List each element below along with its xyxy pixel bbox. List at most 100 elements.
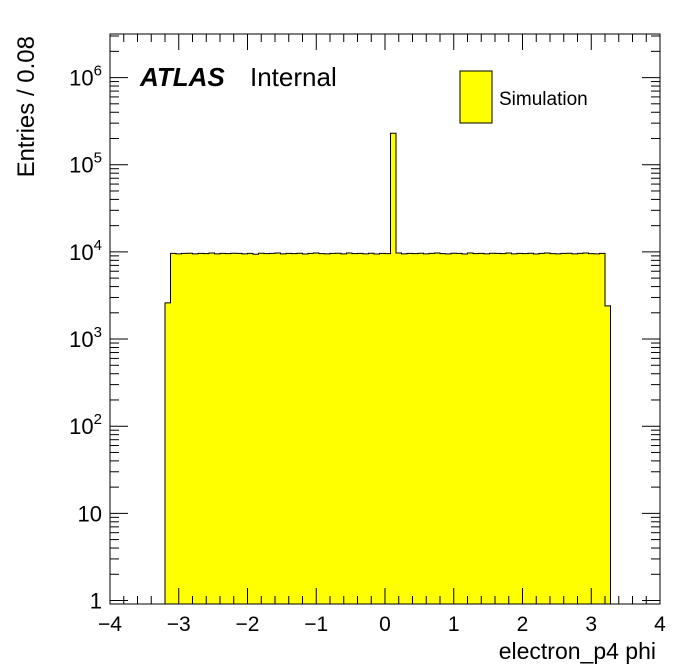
- atlas-label: ATLAS: [139, 62, 225, 92]
- histogram-bar: [313, 253, 320, 604]
- histogram-bar: [269, 253, 276, 605]
- histogram-bar: [247, 253, 254, 605]
- histogram-bar: [489, 253, 496, 604]
- histogram-bar: [478, 253, 485, 605]
- histogram-bar: [506, 253, 513, 604]
- histogram-layer: [164, 132, 612, 605]
- histogram-bar: [495, 253, 502, 605]
- histogram-bar: [484, 253, 491, 605]
- histogram-bar: [594, 253, 601, 605]
- histogram-bar: [302, 254, 309, 604]
- histogram-bar: [203, 253, 210, 604]
- legend-swatch: [459, 70, 493, 124]
- histogram-bar: [231, 253, 238, 604]
- histogram-bar: [286, 253, 293, 605]
- histogram-bar: [346, 253, 353, 604]
- histogram-outline: [164, 132, 611, 604]
- histogram-bar: [357, 253, 364, 605]
- histogram-bar: [599, 253, 606, 605]
- histogram-bar: [335, 253, 342, 604]
- histogram-bar: [462, 254, 469, 604]
- histogram-bar: [275, 253, 282, 604]
- histogram-bar: [214, 253, 221, 605]
- y-tick-label: 106: [69, 63, 102, 91]
- histogram-bar: [511, 253, 518, 605]
- histogram-bar: [297, 253, 304, 604]
- histogram-bar: [539, 253, 546, 605]
- y-tick-label: 103: [69, 324, 102, 352]
- histogram-bar: [390, 133, 397, 604]
- histogram-bar: [528, 253, 535, 604]
- x-tick-label: 2: [517, 613, 529, 636]
- legend-label: Simulation: [499, 89, 588, 110]
- histogram-bar: [385, 253, 392, 604]
- histogram-bar: [412, 253, 419, 604]
- histogram-bar: [456, 253, 463, 605]
- histogram-bar: [341, 253, 348, 605]
- y-tick-label: 104: [69, 237, 102, 265]
- histogram-bar: [192, 253, 199, 605]
- x-axis-title: electron_p4 phi: [499, 638, 656, 664]
- histogram-bar: [236, 253, 243, 605]
- histogram-bar: [401, 253, 408, 605]
- histogram-bar: [187, 253, 194, 604]
- x-tick-label: 1: [448, 613, 460, 636]
- histogram-bar: [225, 253, 232, 604]
- histogram-bar: [445, 253, 452, 605]
- histogram-bar: [363, 253, 370, 605]
- histogram-bar: [280, 253, 287, 605]
- histogram-bar: [170, 253, 177, 605]
- histogram-bar: [434, 253, 441, 604]
- histogram-bar: [308, 253, 315, 605]
- histogram-bar: [374, 254, 381, 604]
- histogram-bar: [500, 253, 507, 604]
- histogram-bar: [330, 253, 337, 605]
- internal-label: Internal: [250, 62, 337, 92]
- histogram-bar: [181, 253, 188, 605]
- axes-layer: −4 −3 −2 −1 0 1 2 3 4 1 10 102 103 104 105 106: [69, 34, 666, 636]
- histogram-bar: [407, 253, 414, 605]
- histogram-bar: [583, 253, 590, 604]
- histogram-bar: [264, 253, 271, 604]
- histogram-bar: [176, 253, 183, 605]
- histogram-bar: [319, 253, 326, 604]
- y-tick-label: 10: [78, 501, 102, 526]
- x-tick-label: 3: [585, 613, 597, 636]
- histogram-bar: [451, 253, 458, 604]
- histogram-bar: [577, 253, 584, 605]
- histogram-bar: [522, 253, 529, 604]
- histogram-bar: [440, 253, 447, 604]
- histogram-bar: [165, 302, 172, 604]
- histogram-bar: [220, 253, 227, 605]
- histogram-bar: [418, 253, 425, 604]
- x-tick-label: 4: [654, 613, 666, 636]
- histogram-bar: [467, 253, 474, 604]
- histogram-bar: [555, 253, 562, 605]
- x-tick-label: −2: [236, 613, 260, 636]
- histogram-bar: [533, 254, 540, 604]
- histogram-bar: [544, 253, 551, 604]
- y-tick-label: 1: [90, 589, 102, 614]
- histogram-bar: [473, 253, 480, 604]
- histogram-bar: [379, 253, 386, 605]
- histogram-bar: [198, 253, 205, 605]
- histogram-bar: [242, 253, 249, 605]
- histogram-bar: [517, 253, 524, 605]
- histogram-bar: [209, 253, 216, 604]
- histogram-bar: [561, 253, 568, 605]
- histogram-bar: [258, 253, 265, 604]
- histogram-bar: [429, 253, 436, 605]
- histogram-bar: [605, 305, 612, 604]
- y-tick-label: 102: [69, 411, 102, 439]
- x-tick-label: −1: [304, 613, 328, 636]
- x-tick-label: −3: [167, 613, 191, 636]
- histogram-bar: [588, 253, 595, 604]
- histogram-bar: [352, 253, 359, 604]
- histogram-bar: [291, 253, 298, 604]
- x-tick-label: 0: [379, 613, 391, 636]
- histogram-bar: [396, 253, 403, 604]
- y-axis-title: Entries / 0.08: [13, 36, 40, 177]
- x-tick-label: −4: [98, 613, 122, 636]
- histogram-bar: [572, 253, 579, 605]
